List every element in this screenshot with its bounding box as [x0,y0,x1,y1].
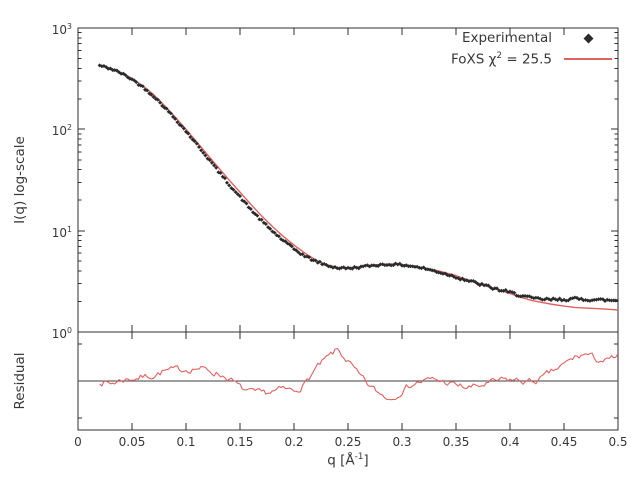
chart-canvas [77,27,619,431]
saxs-fit-figure: I(q) log-scale Residual q [Å-1] Experime… [12,22,628,469]
